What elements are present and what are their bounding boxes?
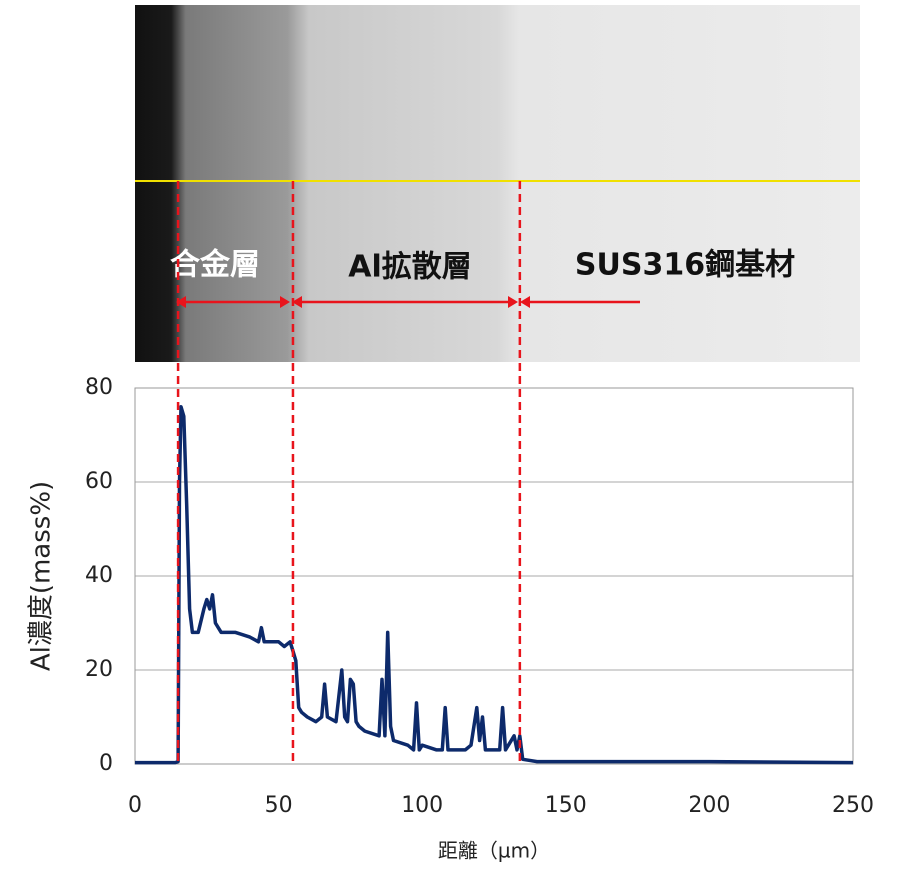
layer-label: 合金層 — [170, 248, 260, 283]
y-tick-label: 40 — [85, 563, 113, 588]
y-tick-label: 0 — [99, 751, 113, 776]
y-tick-label: 20 — [85, 657, 113, 682]
y-tick-label: 80 — [85, 375, 113, 400]
x-tick-label: 50 — [265, 793, 293, 818]
y-tick-label: 60 — [85, 469, 113, 494]
x-tick-label: 200 — [688, 793, 730, 818]
plot-frame — [134, 387, 854, 765]
x-tick-label: 100 — [401, 793, 443, 818]
layer-labels: 合金層 Al拡散層 SUS316鋼基材 — [170, 248, 795, 285]
y-axis-label: Al濃度(mass%) — [27, 481, 57, 671]
micrograph — [135, 5, 860, 362]
data-line — [135, 405, 854, 765]
layer-label: SUS316鋼基材 — [575, 248, 795, 283]
layer-arrows — [176, 296, 640, 308]
layer-label: Al拡散層 — [348, 250, 472, 285]
x-axis-label: 距離（µm） — [438, 839, 550, 863]
x-tick-label: 150 — [545, 793, 587, 818]
x-tick-label: 250 — [832, 793, 874, 818]
x-tick-label: 0 — [128, 793, 142, 818]
